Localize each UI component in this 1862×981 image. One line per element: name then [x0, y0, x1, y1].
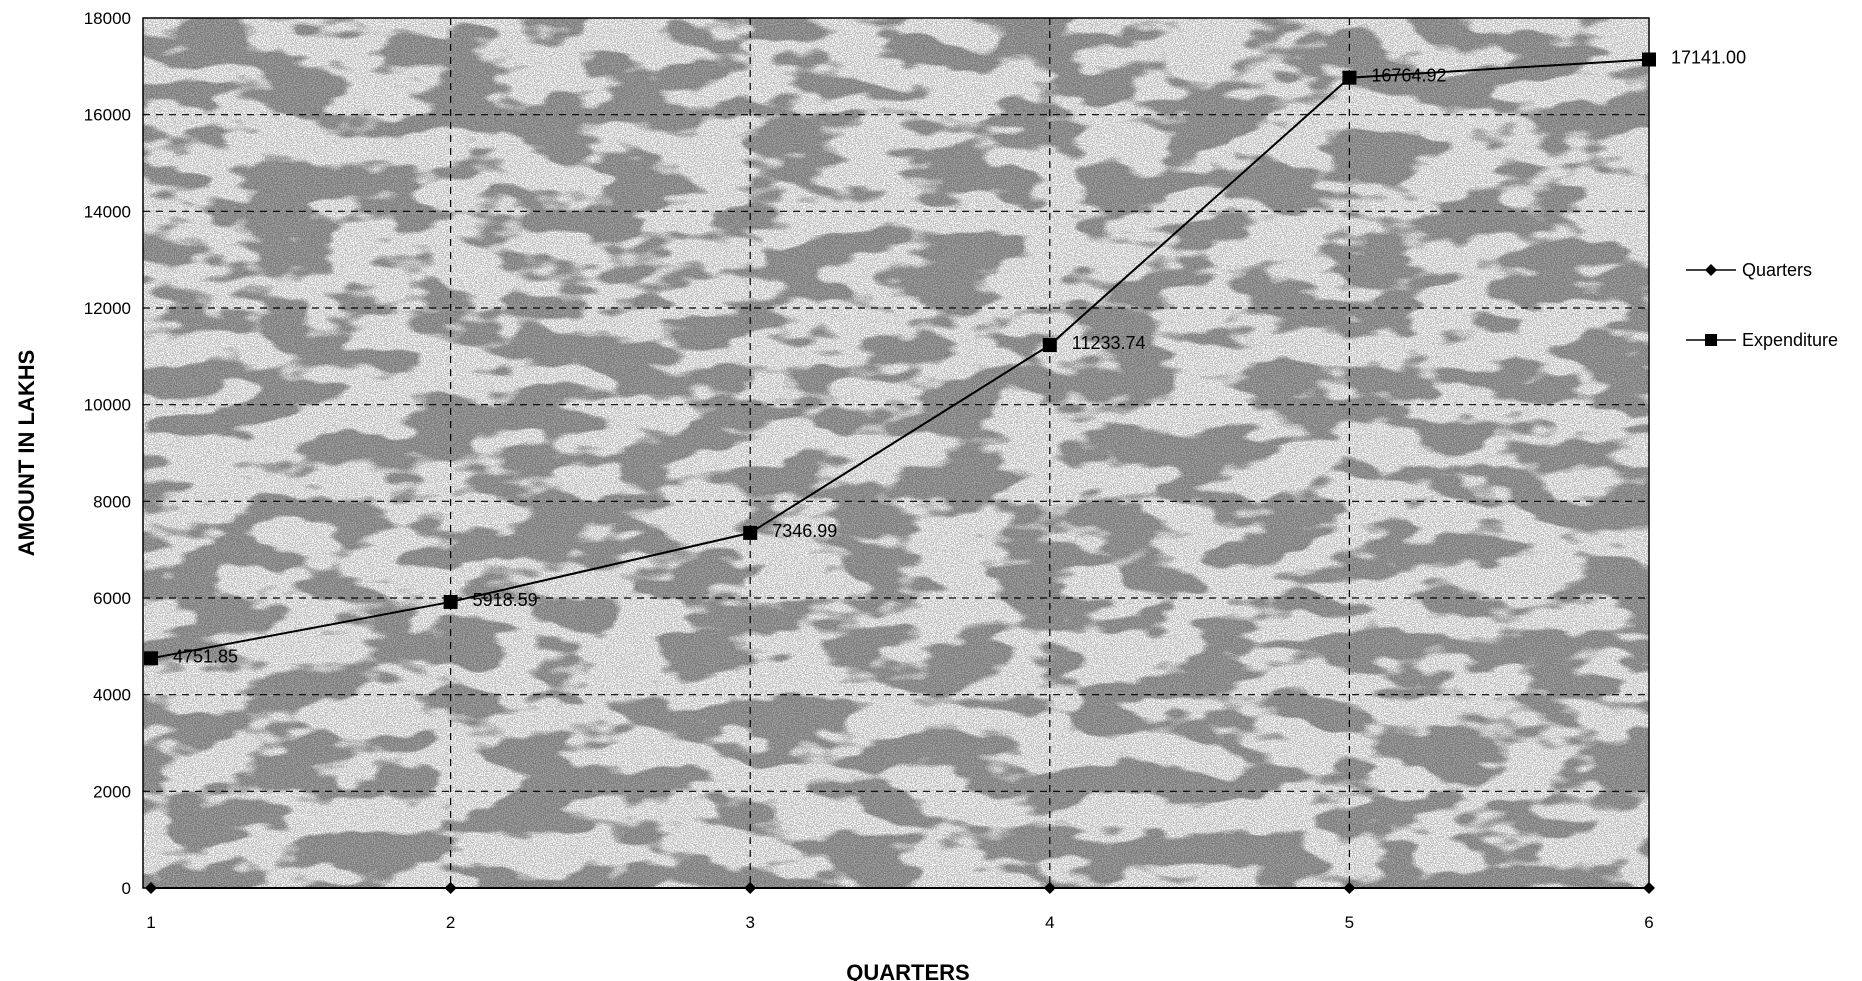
quarters-marker — [444, 882, 457, 894]
grid-lines — [143, 18, 1649, 888]
expenditure-data-label: 5918.59 — [473, 590, 538, 610]
quarters-marker — [1043, 882, 1056, 894]
expenditure-marker — [1042, 338, 1057, 353]
expenditure-data-label: 17141.00 — [1671, 48, 1746, 68]
y-tick-label: 14000 — [84, 202, 131, 221]
y-axis-title: AMOUNT IN LAKHS — [14, 350, 39, 557]
y-tick-label: 10000 — [84, 396, 131, 415]
legend-quarters-marker — [1705, 264, 1717, 276]
legend: Quarters Expenditure — [1686, 260, 1838, 350]
y-tick-label: 0 — [122, 879, 131, 898]
y-tick-label: 12000 — [84, 299, 131, 318]
x-tick-label: 5 — [1345, 913, 1354, 932]
legend-expenditure-marker — [1705, 334, 1717, 346]
y-axis-ticks: 0 2000 4000 6000 8000 10000 12000 14000 16000 180… — [84, 9, 131, 898]
y-tick-label: 2000 — [93, 782, 131, 801]
y-tick-label: 8000 — [93, 492, 131, 511]
expenditure-data-label: 11233.74 — [1072, 333, 1146, 353]
expenditure-data-label: 4751.85 — [173, 646, 238, 666]
series-markers — [144, 52, 1656, 894]
x-axis-title: QUARTERS — [846, 960, 969, 981]
x-tick-label: 4 — [1045, 913, 1054, 932]
y-tick-label: 18000 — [84, 9, 131, 28]
expenditure-data-label: 7346.99 — [772, 521, 837, 541]
x-tick-label: 1 — [146, 913, 155, 932]
x-tick-label: 6 — [1644, 913, 1653, 932]
quarters-marker — [1643, 882, 1655, 894]
x-tick-label: 3 — [745, 913, 754, 932]
expenditure-marker — [743, 525, 758, 540]
expenditure-data-label: 16764.92 — [1371, 66, 1446, 86]
y-tick-label: 6000 — [93, 589, 131, 608]
expenditure-marker — [1342, 70, 1357, 85]
x-tick-label: 2 — [446, 913, 455, 932]
legend-label-quarters: Quarters — [1742, 260, 1812, 280]
quarters-marker — [1343, 882, 1356, 894]
series-line-expenditure — [150, 58, 1650, 660]
quarters-marker — [744, 882, 757, 894]
data-labels: 4751.85 5918.59 7346.99 11233.74 16764.92 171… — [173, 48, 1746, 667]
expenditure-marker — [1642, 52, 1656, 67]
y-tick-label: 16000 — [84, 106, 131, 125]
legend-label-expenditure: Expenditure — [1742, 330, 1838, 350]
expenditure-marker — [443, 594, 458, 609]
x-axis-ticks: 1 2 3 4 5 6 — [146, 913, 1653, 932]
y-tick-label: 4000 — [93, 686, 131, 705]
quarters-marker — [145, 882, 157, 894]
series-lines — [150, 58, 1650, 889]
scan-texture — [143, 18, 1649, 888]
expenditure-marker — [144, 651, 158, 666]
